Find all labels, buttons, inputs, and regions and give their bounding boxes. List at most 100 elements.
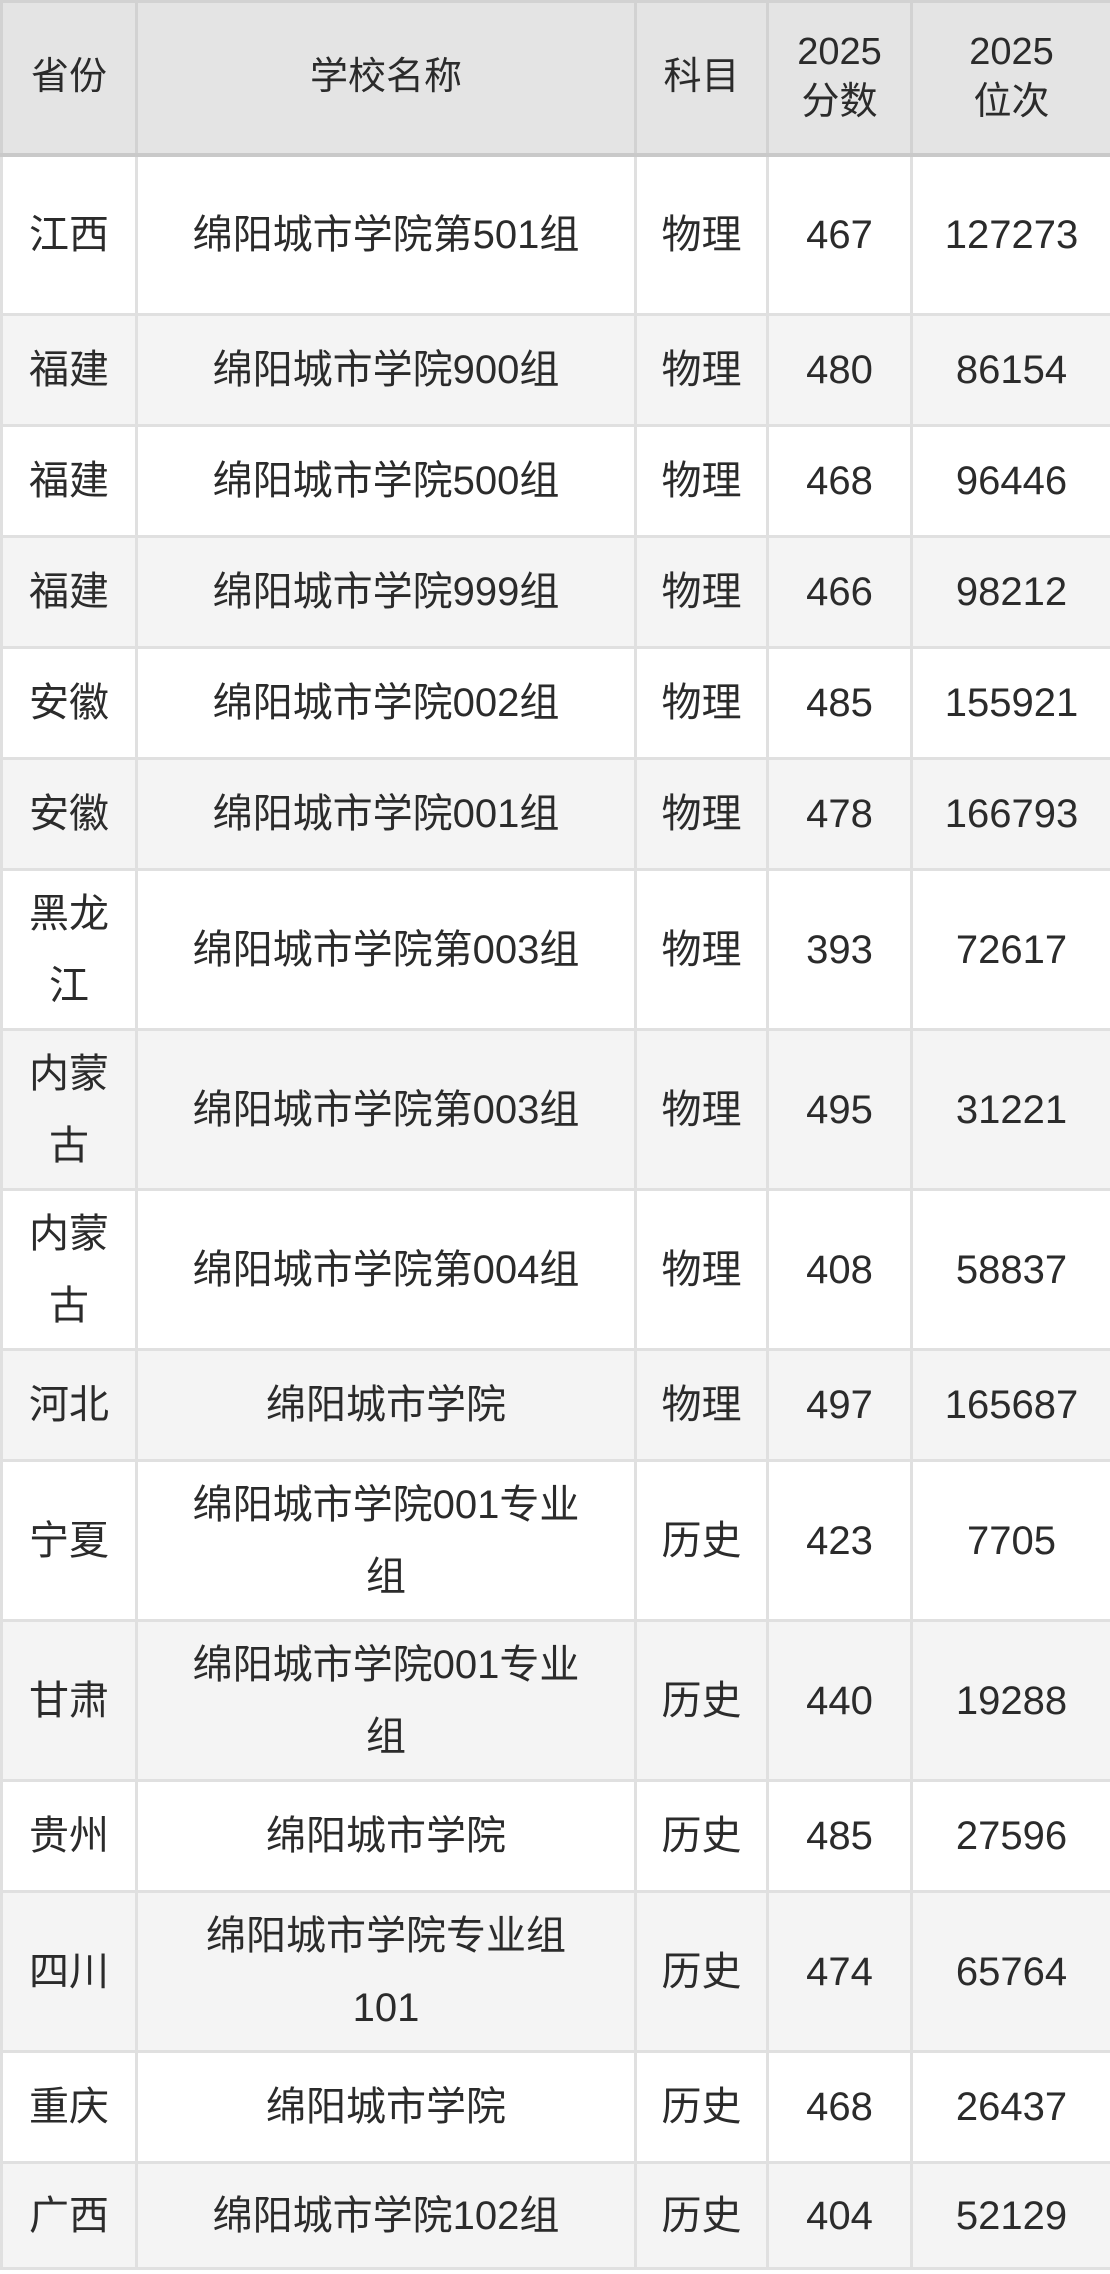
cell-score: 495 bbox=[766, 1028, 913, 1191]
cell-rank: 165687 bbox=[910, 1348, 1110, 1462]
table-row: 福建 绵阳城市学院999组 物理 466 98212 bbox=[0, 535, 1110, 649]
cell-score: 497 bbox=[766, 1348, 913, 1462]
cell-rank: 166793 bbox=[910, 757, 1110, 871]
col-header-score-label-line1: 2025 bbox=[797, 31, 882, 74]
col-header-rank-label-line1: 2025 bbox=[969, 31, 1054, 74]
table-row: 宁夏 绵阳城市学院001专业组 历史 423 7705 bbox=[0, 1459, 1110, 1622]
table-row: 安徽 绵阳城市学院001组 物理 478 166793 bbox=[0, 757, 1110, 871]
cell-province: 重庆 bbox=[0, 2050, 138, 2164]
cell-province: 福建 bbox=[0, 535, 138, 649]
cell-rank: 98212 bbox=[910, 535, 1110, 649]
col-header-subject-label: 科目 bbox=[663, 56, 740, 99]
table-row: 河北 绵阳城市学院 物理 497 165687 bbox=[0, 1348, 1110, 1462]
cell-score: 474 bbox=[766, 1890, 913, 2053]
cell-rank: 96446 bbox=[910, 424, 1110, 538]
cell-school-name: 绵阳城市学院第004组 bbox=[135, 1188, 637, 1351]
table-row: 贵州 绵阳城市学院 历史 485 27596 bbox=[0, 1779, 1110, 1893]
cell-score: 480 bbox=[766, 313, 913, 427]
cell-score: 393 bbox=[766, 868, 913, 1031]
cell-rank: 19288 bbox=[910, 1619, 1110, 1782]
table-body: 江西 绵阳城市学院第501组 物理 467 127273 福建 绵阳城市学院90… bbox=[0, 153, 1110, 2270]
cell-rank: 155921 bbox=[910, 646, 1110, 760]
cell-rank: 31221 bbox=[910, 1028, 1110, 1191]
cell-score: 466 bbox=[766, 535, 913, 649]
cell-province: 内蒙古 bbox=[0, 1188, 138, 1351]
cell-school-name: 绵阳城市学院 bbox=[135, 1779, 637, 1893]
table-row: 江西 绵阳城市学院第501组 物理 467 127273 bbox=[0, 153, 1110, 316]
cell-subject: 历史 bbox=[634, 1619, 769, 1782]
cell-subject: 历史 bbox=[634, 2161, 769, 2270]
cell-subject: 历史 bbox=[634, 2050, 769, 2164]
cell-school-name: 绵阳城市学院第003组 bbox=[135, 868, 637, 1031]
cell-subject: 物理 bbox=[634, 153, 769, 316]
cell-province: 河北 bbox=[0, 1348, 138, 1462]
table-row: 内蒙古 绵阳城市学院第003组 物理 495 31221 bbox=[0, 1028, 1110, 1191]
cell-province: 黑龙江 bbox=[0, 868, 138, 1031]
cell-province: 甘肃 bbox=[0, 1619, 138, 1782]
table-header: 省份 学校名称 科目 2025 分数 2025 位次 bbox=[0, 0, 1110, 157]
table-row: 广西 绵阳城市学院102组 历史 404 52129 bbox=[0, 2161, 1110, 2270]
cell-rank: 86154 bbox=[910, 313, 1110, 427]
cell-school-name: 绵阳城市学院 bbox=[135, 1348, 637, 1462]
cell-score: 423 bbox=[766, 1459, 913, 1622]
cell-province: 安徽 bbox=[0, 757, 138, 871]
cell-subject: 物理 bbox=[634, 1028, 769, 1191]
cell-subject: 物理 bbox=[634, 535, 769, 649]
cell-subject: 物理 bbox=[634, 868, 769, 1031]
cell-score: 467 bbox=[766, 153, 913, 316]
col-header-school-label: 学校名称 bbox=[309, 56, 462, 99]
col-header-score-label-line2: 分数 bbox=[801, 80, 878, 123]
cell-province: 福建 bbox=[0, 424, 138, 538]
col-header-rank-label-line2: 位次 bbox=[973, 80, 1050, 123]
table-row: 重庆 绵阳城市学院 历史 468 26437 bbox=[0, 2050, 1110, 2164]
cell-score: 478 bbox=[766, 757, 913, 871]
col-header-province-label: 省份 bbox=[30, 56, 107, 99]
table-row: 福建 绵阳城市学院900组 物理 480 86154 bbox=[0, 313, 1110, 427]
cell-province: 福建 bbox=[0, 313, 138, 427]
cell-school-name: 绵阳城市学院第003组 bbox=[135, 1028, 637, 1191]
cell-subject: 历史 bbox=[634, 1890, 769, 2053]
cell-subject: 历史 bbox=[634, 1779, 769, 1893]
cell-score: 485 bbox=[766, 646, 913, 760]
cell-rank: 27596 bbox=[910, 1779, 1110, 1893]
cell-subject: 物理 bbox=[634, 313, 769, 427]
cell-school-name: 绵阳城市学院900组 bbox=[135, 313, 637, 427]
cell-school-name: 绵阳城市学院第501组 bbox=[135, 153, 637, 316]
cell-province: 宁夏 bbox=[0, 1459, 138, 1622]
cell-school-name: 绵阳城市学院002组 bbox=[135, 646, 637, 760]
cell-score: 468 bbox=[766, 2050, 913, 2164]
cell-province: 贵州 bbox=[0, 1779, 138, 1893]
cell-subject: 物理 bbox=[634, 646, 769, 760]
cell-school-name: 绵阳城市学院999组 bbox=[135, 535, 637, 649]
cell-school-name: 绵阳城市学院001专业组 bbox=[135, 1619, 637, 1782]
cell-province: 内蒙古 bbox=[0, 1028, 138, 1191]
cell-score: 408 bbox=[766, 1188, 913, 1351]
cell-subject: 物理 bbox=[634, 1348, 769, 1462]
cell-province: 江西 bbox=[0, 153, 138, 316]
table-row: 福建 绵阳城市学院500组 物理 468 96446 bbox=[0, 424, 1110, 538]
table-row: 内蒙古 绵阳城市学院第004组 物理 408 58837 bbox=[0, 1188, 1110, 1351]
cell-subject: 物理 bbox=[634, 424, 769, 538]
cell-school-name: 绵阳城市学院 bbox=[135, 2050, 637, 2164]
col-header-subject: 科目 bbox=[634, 0, 769, 157]
cell-score: 404 bbox=[766, 2161, 913, 2270]
cell-rank: 65764 bbox=[910, 1890, 1110, 2053]
cell-school-name: 绵阳城市学院001专业组 bbox=[135, 1459, 637, 1622]
cell-school-name: 绵阳城市学院500组 bbox=[135, 424, 637, 538]
cell-rank: 127273 bbox=[910, 153, 1110, 316]
table-row: 甘肃 绵阳城市学院001专业组 历史 440 19288 bbox=[0, 1619, 1110, 1782]
cell-rank: 52129 bbox=[910, 2161, 1110, 2270]
table-row: 四川 绵阳城市学院专业组101 历史 474 65764 bbox=[0, 1890, 1110, 2053]
cell-rank: 58837 bbox=[910, 1188, 1110, 1351]
cell-province: 安徽 bbox=[0, 646, 138, 760]
cell-school-name: 绵阳城市学院102组 bbox=[135, 2161, 637, 2270]
table-row: 黑龙江 绵阳城市学院第003组 物理 393 72617 bbox=[0, 868, 1110, 1031]
cell-subject: 历史 bbox=[634, 1459, 769, 1622]
cell-score: 485 bbox=[766, 1779, 913, 1893]
cell-province: 广西 bbox=[0, 2161, 138, 2270]
cell-rank: 72617 bbox=[910, 868, 1110, 1031]
header-row: 省份 学校名称 科目 2025 分数 2025 位次 bbox=[0, 0, 1110, 157]
col-header-rank: 2025 位次 bbox=[910, 0, 1110, 157]
cell-score: 468 bbox=[766, 424, 913, 538]
